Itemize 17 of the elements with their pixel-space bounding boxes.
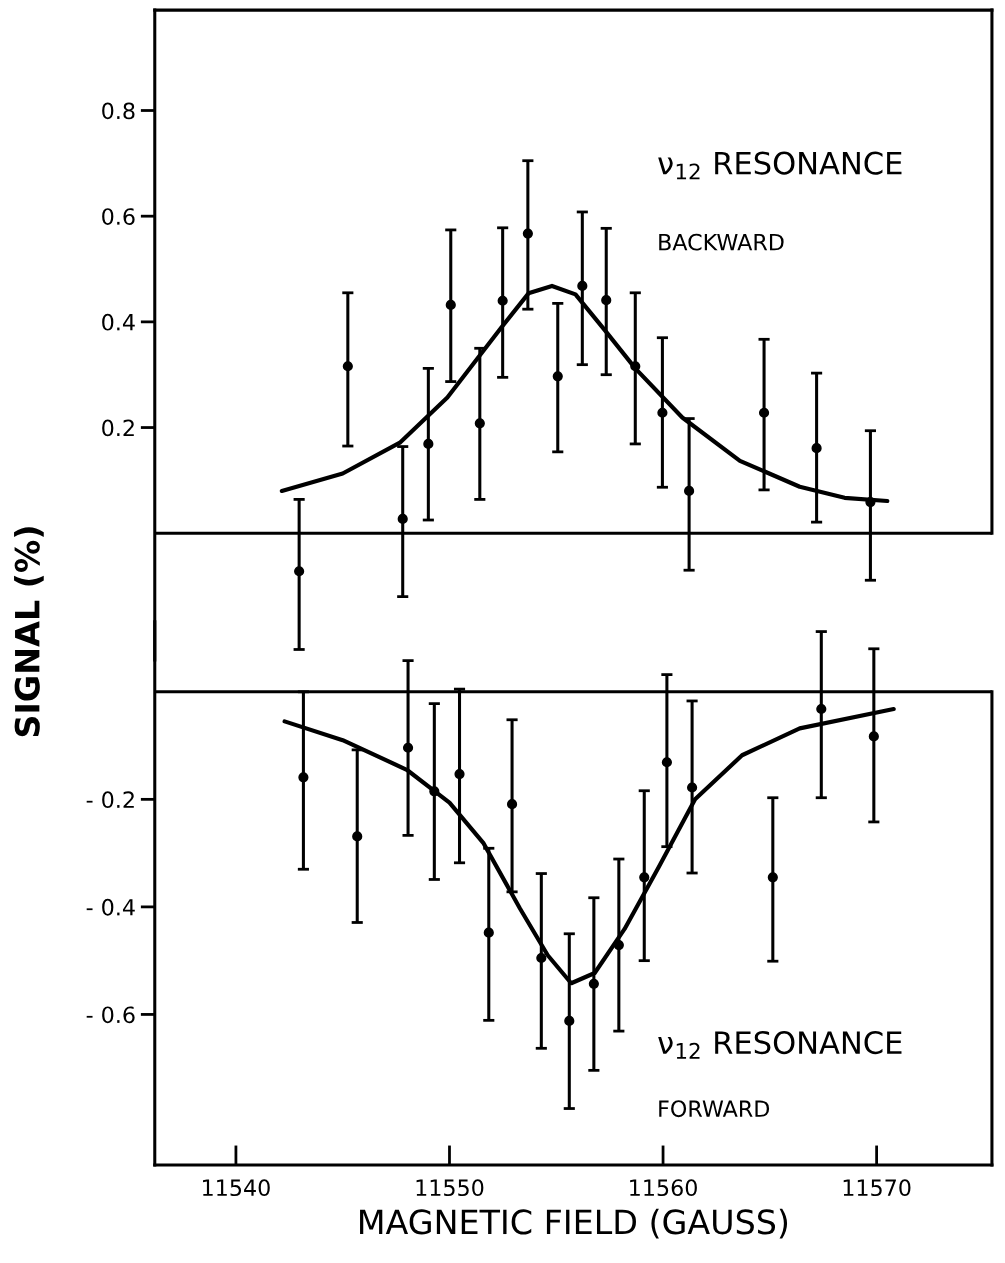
y-tick-label: 0.8 [102,102,135,120]
x-tick-label: 11550 [416,1179,484,1197]
x-tick-label: 11570 [843,1179,911,1197]
annotation: FORWARD [659,1100,770,1118]
annotation: BACKWARD [659,233,784,251]
y-tick-label: 0.2 [102,419,134,437]
y-tick-label: 0.6 [102,208,135,225]
x-tick-label: 11540 [203,1179,270,1197]
x-tick-label: 11560 [630,1179,697,1197]
x-axis-title: MAGNETIC FIELD (GAUSS) [360,1208,788,1239]
y-tick-label: - 0.2 [86,791,134,809]
annotation: ν$_{12}$ RESONANCE [658,1031,902,1059]
y-tick-label: 0.4 [102,313,135,331]
y-tick-label: - 0.4 [86,898,135,916]
annotation: ν$_{12}$ RESONANCE [658,151,902,180]
y-axis-title: SIGNAL (%) [14,527,44,737]
y-tick-label: - 0.6 [86,1006,135,1024]
